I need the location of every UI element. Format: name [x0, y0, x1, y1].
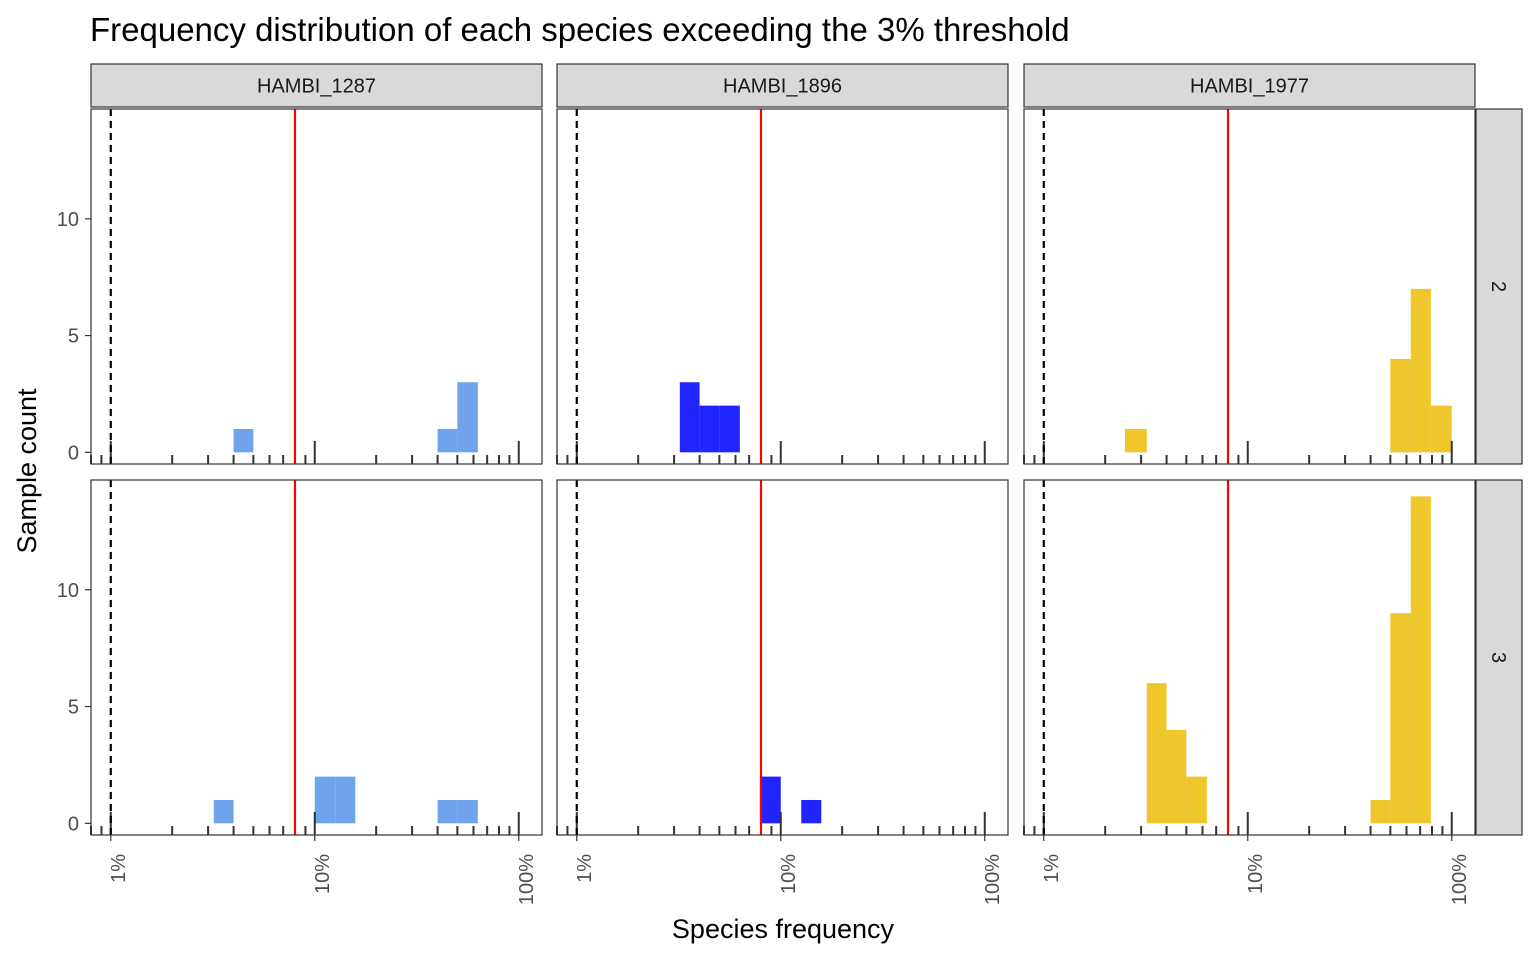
- x-tick-label: 100%: [982, 854, 1004, 905]
- panel-HAMBI_1977-2: [1023, 108, 1476, 465]
- histogram-bar: [679, 382, 700, 453]
- facet-strip-label: HAMBI_1896: [723, 76, 842, 98]
- panel-background: [557, 109, 1008, 464]
- histogram-bar: [719, 405, 740, 453]
- histogram-bar: [1410, 496, 1431, 824]
- y-tick-label: 0: [68, 442, 79, 464]
- histogram-bar: [1146, 683, 1167, 824]
- panel-border: [1023, 108, 1476, 465]
- x-tick-label: 1%: [108, 854, 130, 883]
- histogram-bar: [801, 799, 822, 824]
- histogram-bar: [457, 799, 478, 824]
- x-tick-label: 1%: [574, 854, 596, 883]
- histogram-bar: [759, 776, 781, 824]
- x-tick-label: 1%: [1041, 854, 1063, 883]
- panel-border: [556, 108, 1009, 465]
- histogram-bar: [1166, 729, 1187, 824]
- panel-HAMBI_1287-2: 0 5 10: [57, 108, 543, 465]
- facet-strip-label: HAMBI_1977: [1190, 76, 1309, 98]
- histogram-bar: [437, 799, 458, 824]
- panel-border: [90, 479, 543, 836]
- panel-background: [91, 480, 542, 835]
- panel-HAMBI_1287-3: 0 5 10 1% 10% 100%: [57, 479, 543, 905]
- histogram-bar: [457, 382, 478, 453]
- histogram-bar: [213, 799, 234, 824]
- histogram-bar: [1430, 405, 1452, 453]
- row-strip-label: 3: [1487, 652, 1509, 663]
- histogram-bar: [1390, 613, 1411, 824]
- histogram-bar: [1370, 799, 1391, 824]
- panel-HAMBI_1896-2: [556, 108, 1009, 465]
- x-axis-title: Species frequency: [672, 914, 895, 944]
- y-tick-label: 0: [68, 813, 79, 835]
- panel-HAMBI_1896-3: 1% 10% 100%: [556, 479, 1009, 905]
- chart-title: Frequency distribution of each species e…: [90, 11, 1070, 48]
- row-strip-2: [1475, 108, 1523, 465]
- y-axis-title: Sample count: [12, 388, 42, 554]
- histogram-bar: [335, 776, 356, 824]
- y-tick-label: 5: [68, 697, 79, 719]
- histogram-bar: [699, 405, 720, 453]
- x-tick-label: 10%: [778, 854, 800, 894]
- row-strip-3: [1475, 479, 1523, 836]
- facet-strip-HAMBI_1896: [556, 63, 1009, 108]
- row-strip-label: 2: [1487, 281, 1509, 292]
- panel-border: [90, 108, 543, 465]
- y-tick-label: 5: [68, 326, 79, 348]
- histogram-bar: [437, 428, 458, 453]
- panel-background: [557, 480, 1008, 835]
- panel-border: [1023, 479, 1476, 836]
- histogram-bar: [314, 776, 336, 824]
- histogram-bar: [1124, 428, 1147, 453]
- x-tick-label: 10%: [312, 854, 334, 894]
- panel-border: [556, 479, 1009, 836]
- y-tick-label: 10: [57, 580, 79, 602]
- x-tick-label: 100%: [516, 854, 538, 905]
- y-tick-label: 10: [57, 209, 79, 231]
- panel-HAMBI_1977-3: 1% 10% 100%: [1023, 479, 1476, 905]
- plot-area: HAMBI_1287 HAMBI_1896 HAMBI_1977 2 3 0 5 10 0 5 10…: [57, 63, 1523, 905]
- x-tick-label: 10%: [1245, 854, 1267, 894]
- facet-strip-HAMBI_1977: [1023, 63, 1476, 108]
- x-tick-label: 100%: [1449, 854, 1471, 905]
- histogram-bar: [1410, 288, 1431, 453]
- facet-strip-label: HAMBI_1287: [257, 76, 376, 98]
- histogram-bar: [1390, 358, 1411, 453]
- facet-strip-HAMBI_1287: [90, 63, 543, 108]
- histogram-bar: [1186, 776, 1207, 824]
- histogram-bar: [233, 428, 254, 453]
